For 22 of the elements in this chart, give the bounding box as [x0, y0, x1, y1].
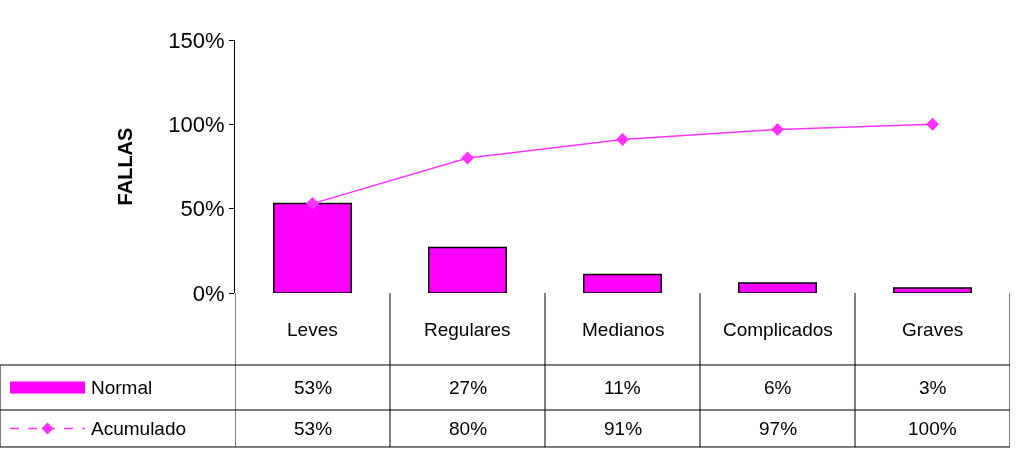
data-label: 91%	[604, 418, 643, 439]
data-label: 53%	[294, 377, 333, 398]
y-tick-label: 150%	[168, 27, 225, 53]
x-tick-label: Regulares	[424, 319, 511, 340]
data-label: 97%	[759, 418, 798, 439]
x-tick-label: Leves	[287, 319, 338, 340]
x-tick-label: Medianos	[582, 319, 665, 340]
data-label: 6%	[764, 377, 792, 398]
data-label: 11%	[604, 377, 641, 398]
legend-label: Normal	[91, 377, 153, 398]
x-tick-label: Graves	[902, 319, 964, 340]
y-axis-title: FALLAS	[113, 127, 136, 206]
y-tick-label: 50%	[180, 196, 225, 222]
x-tick-label: Complicados	[723, 319, 833, 340]
y-tick-label: 100%	[168, 112, 225, 138]
data-label: 27%	[449, 377, 488, 398]
data-label: 53%	[294, 418, 333, 439]
data-label: 100%	[908, 418, 957, 439]
data-label: 80%	[449, 418, 488, 439]
legend-label: Acumulado	[91, 418, 187, 439]
y-tick-label: 0%	[192, 280, 225, 306]
data-label: 3%	[919, 377, 947, 398]
